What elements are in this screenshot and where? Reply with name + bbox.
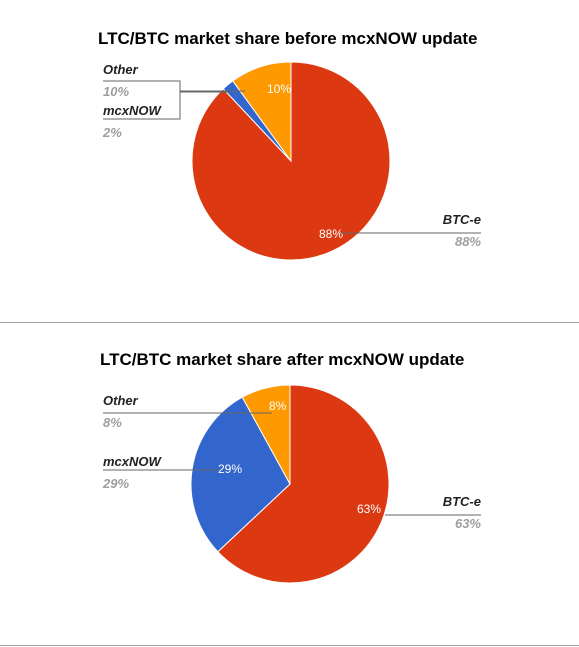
slice-value-label: 10% — [267, 82, 291, 96]
label-name-mcxnow: mcxNOW — [103, 454, 163, 469]
panel-divider — [0, 322, 579, 323]
bottom-divider — [0, 645, 579, 646]
slice-value-label: 8% — [269, 399, 287, 413]
slice-labels: 88% 10% — [267, 82, 343, 241]
pie-slice-other — [232, 61, 292, 163]
label-name-btce: BTC-e — [443, 494, 481, 509]
leader-lines — [103, 412, 481, 516]
label-pct-btce: 63% — [455, 516, 481, 531]
slices — [191, 61, 391, 261]
pie-slice-mcxnow — [190, 396, 291, 553]
leader-lines — [103, 80, 481, 234]
label-pct-other: 10% — [103, 84, 129, 99]
label-name-other: Other — [103, 62, 139, 77]
chart-title: LTC/BTC market share after mcxNOW update — [100, 350, 464, 369]
pie-chart-before: LTC/BTC market share before mcxNOW updat… — [98, 29, 481, 261]
label-pct-btce: 88% — [455, 234, 481, 249]
slices — [190, 384, 390, 584]
label-pct-mcxnow: 2% — [102, 125, 122, 140]
slice-labels: 63% 29% 8% — [218, 399, 381, 516]
slice-value-label: 29% — [218, 462, 242, 476]
label-pct-mcxnow: 29% — [102, 476, 129, 491]
label-name-other: Other — [103, 393, 139, 408]
label-pct-other: 8% — [103, 415, 122, 430]
slice-value-label: 63% — [357, 502, 381, 516]
slice-value-label: 88% — [319, 227, 343, 241]
pie-chart-after: LTC/BTC market share after mcxNOW update… — [100, 350, 481, 584]
chart-title: LTC/BTC market share before mcxNOW updat… — [98, 29, 477, 48]
chart-panel-after: LTC/BTC market share after mcxNOW update… — [0, 323, 579, 646]
label-name-btce: BTC-e — [443, 212, 481, 227]
leader-line — [103, 91, 228, 120]
pie-slice-btc-e — [217, 384, 390, 584]
chart-panel-before: LTC/BTC market share before mcxNOW updat… — [0, 0, 579, 322]
pie-slice-other — [241, 384, 291, 485]
label-name-mcxnow: mcxNOW — [103, 103, 163, 118]
leader-line — [103, 80, 245, 92]
